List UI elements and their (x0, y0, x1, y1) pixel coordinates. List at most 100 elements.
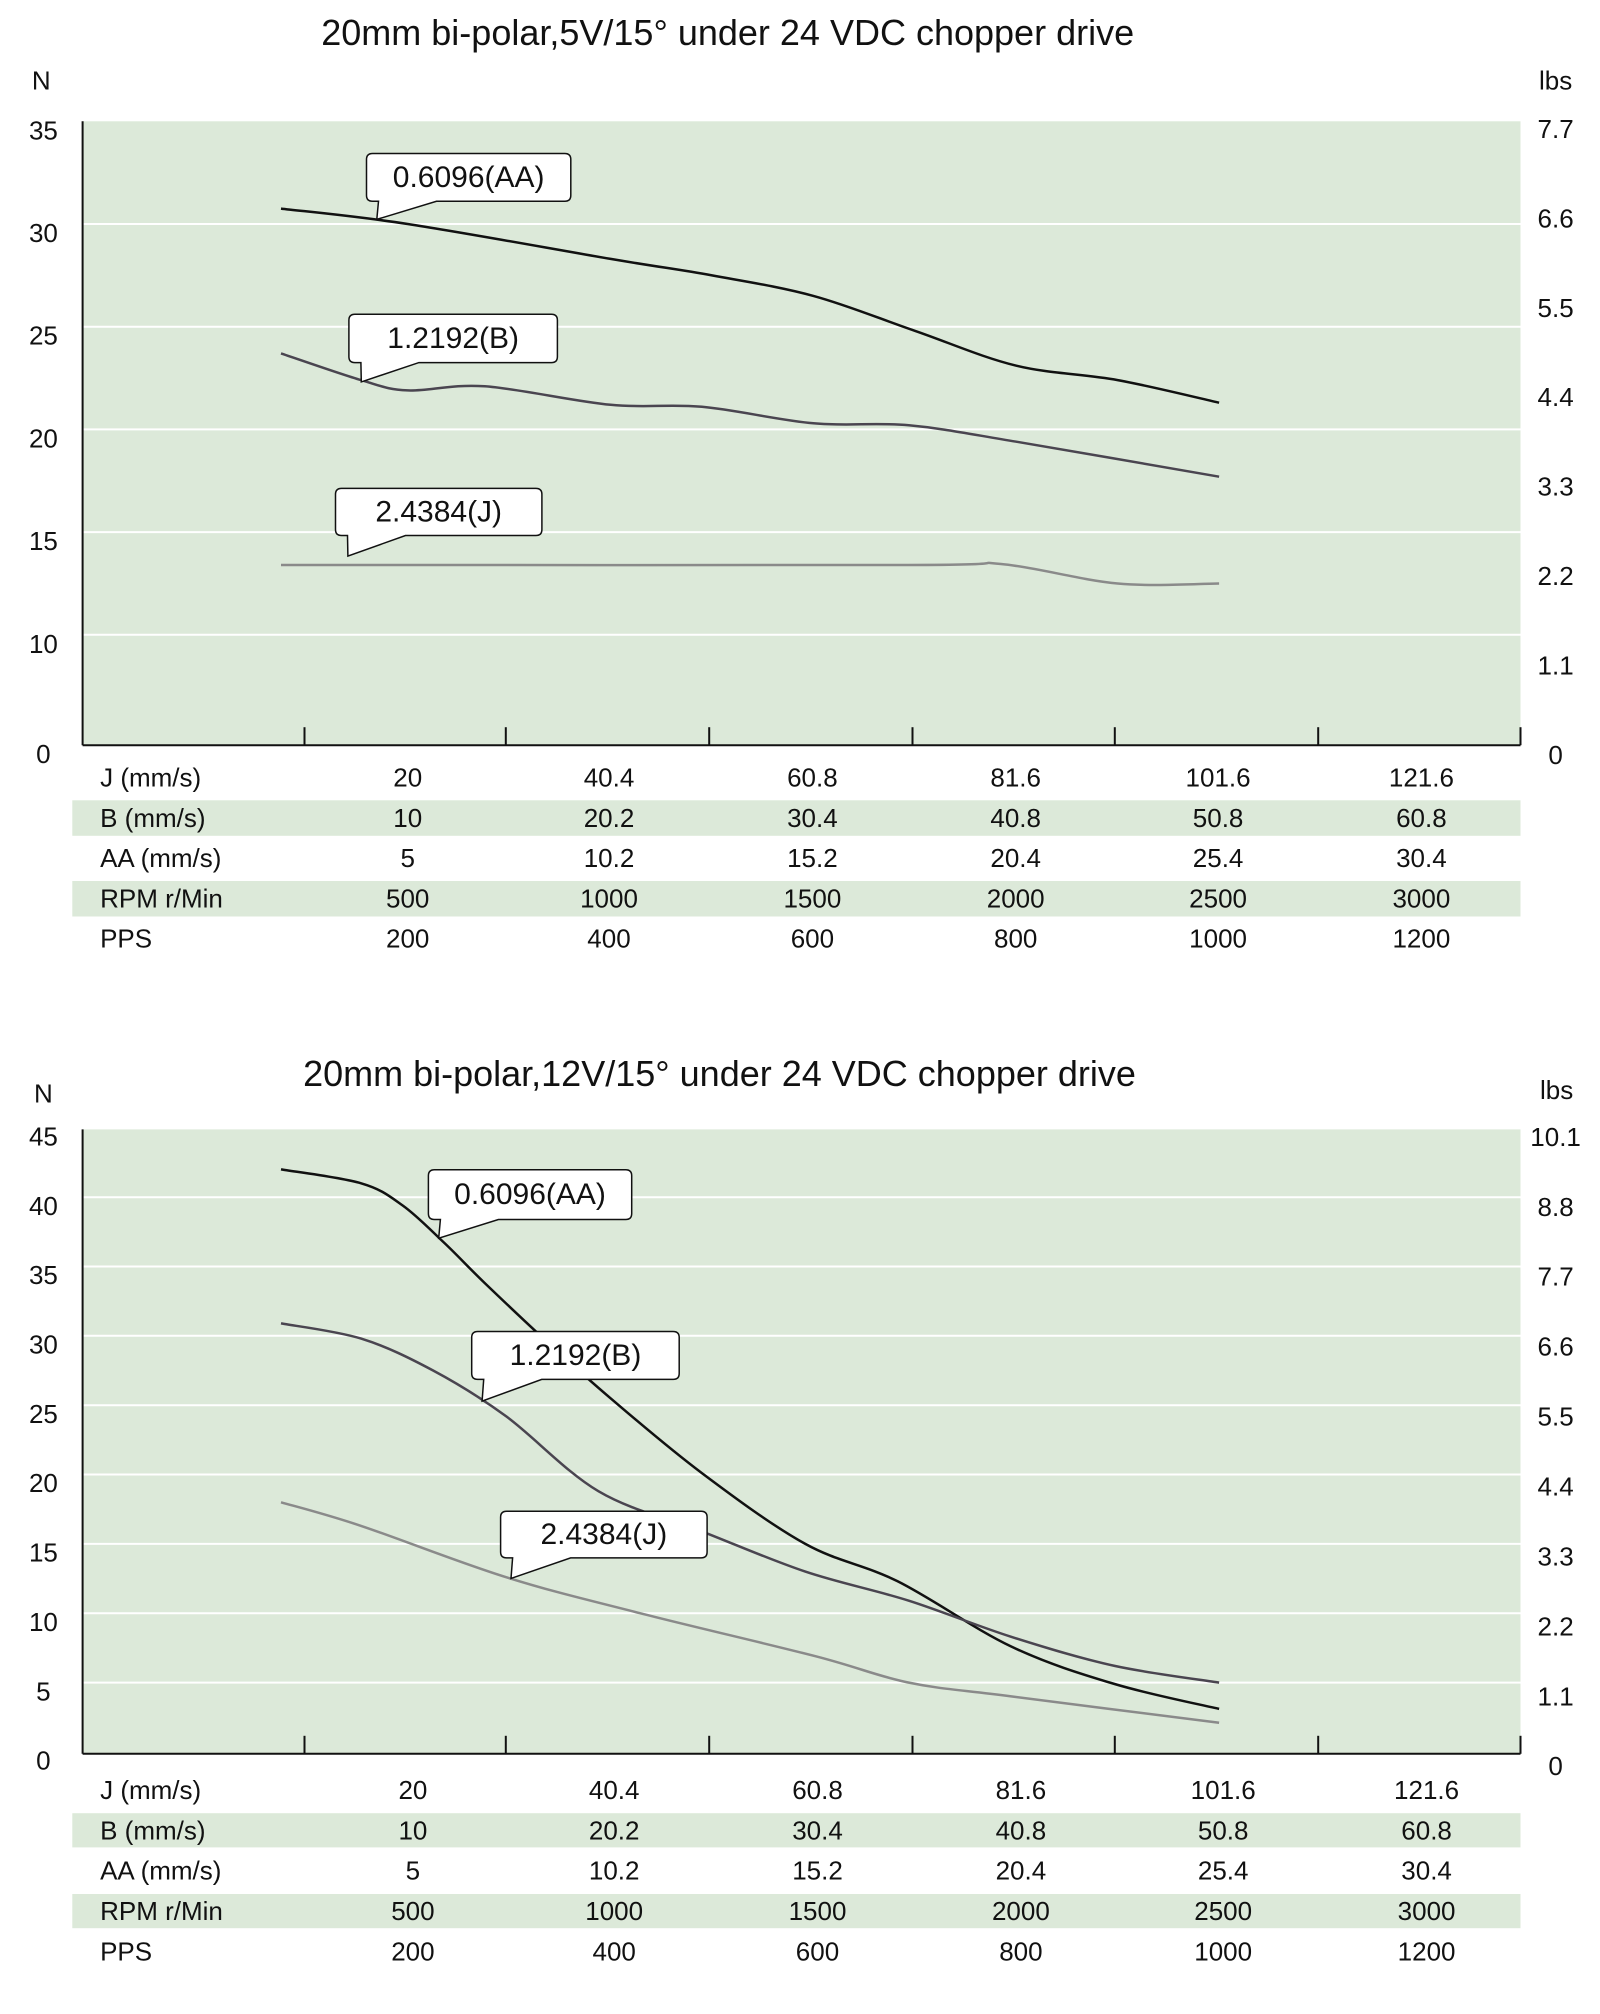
y-tick-label-left: 20 (29, 1468, 58, 1498)
y-tick-label-right: 4.4 (1538, 382, 1574, 412)
y-tick-label-left: 40 (29, 1191, 58, 1221)
table-cell: 20.2 (584, 803, 635, 833)
series-line-AA (280, 1168, 1220, 1711)
y-tick-label-left: 15 (29, 526, 58, 556)
series-line-AA (280, 207, 1220, 404)
y-tick-label-right: 7.7 (1538, 1262, 1574, 1292)
table-cell: 10 (393, 803, 422, 833)
table-cell: 50.8 (1193, 803, 1244, 833)
y-tick-label-right: 0 (1548, 740, 1562, 770)
y-tick-label-right: 1.1 (1538, 1681, 1574, 1711)
table-cell: 10 (398, 1815, 427, 1845)
chart-title: 20mm bi-polar,5V/15° under 24 VDC choppe… (321, 12, 1134, 53)
table-cell: 101.6 (1186, 762, 1251, 792)
table-cell: 20.4 (996, 1856, 1047, 1886)
y-tick-label-right: 10.1 (1530, 1122, 1581, 1152)
table-cell: 3000 (1392, 884, 1450, 914)
table-cell: 50.8 (1198, 1815, 1249, 1845)
table-cell: 500 (386, 884, 429, 914)
table-cell: 30.4 (1396, 843, 1447, 873)
y-tick-label-left: 45 (29, 1122, 58, 1152)
y-axis-label-right: lbs (1540, 1075, 1573, 1105)
table-cell: 10.2 (584, 843, 635, 873)
table-cell: 101.6 (1191, 1775, 1256, 1805)
y-tick-label-left: 0 (36, 1746, 50, 1776)
table-cell: 2000 (987, 884, 1045, 914)
table-cell: 10.2 (589, 1856, 640, 1886)
y-tick-label-right: 0 (1548, 1751, 1562, 1781)
table-row-label: AA (mm/s) (100, 1856, 221, 1886)
table-cell: 20.2 (589, 1815, 640, 1845)
y-tick-label-left: 30 (29, 1330, 58, 1360)
y-tick-label-right: 4.4 (1538, 1472, 1574, 1502)
y-tick-label-right: 1.1 (1538, 650, 1574, 680)
chart-title: 20mm bi-polar,12V/15° under 24 VDC chopp… (303, 1053, 1136, 1094)
table-cell: 60.8 (787, 762, 838, 792)
series-label-B: 1.2192(B) (387, 322, 519, 355)
table-cell: 1000 (1189, 924, 1247, 954)
table-cell: 60.8 (1396, 803, 1447, 833)
table-cell: 1500 (789, 1896, 847, 1926)
table-cell: 30.4 (787, 803, 838, 833)
y-tick-label-right: 8.8 (1538, 1192, 1574, 1222)
table-row-label: PPS (100, 924, 152, 954)
table-cell: 40.8 (990, 803, 1041, 833)
table-cell: 400 (593, 1937, 636, 1964)
y-tick-label-left: 15 (29, 1538, 58, 1568)
y-tick-label-right: 6.6 (1538, 203, 1574, 233)
table-cell: 121.6 (1389, 762, 1454, 792)
table-cell: 1000 (580, 884, 638, 914)
table-row-label: B (mm/s) (100, 1815, 205, 1845)
table-cell: 200 (386, 924, 429, 954)
table-cell: 40.4 (589, 1775, 640, 1805)
table-cell: 1000 (1194, 1937, 1252, 1964)
plot-area (82, 121, 1521, 746)
table-cell: 800 (999, 1937, 1042, 1964)
y-tick-label-right: 3.3 (1538, 1541, 1574, 1571)
table-row-label: RPM r/Min (100, 1896, 223, 1926)
callout-box-AA (427, 1169, 633, 1240)
y-tick-label-left: 10 (29, 629, 58, 659)
series-line-J (280, 1501, 1220, 1725)
y-tick-label-right: 6.6 (1538, 1332, 1574, 1362)
series-label-AA: 0.6096(AA) (454, 1178, 606, 1211)
table-cell: 25.4 (1198, 1856, 1249, 1886)
callout-box-J (334, 487, 543, 558)
torque-chart-5v: 20mm bi-polar,5V/15° under 24 VDC choppe… (29, 12, 1574, 954)
y-tick-label-left: 30 (29, 218, 58, 248)
table-row-band (72, 800, 1521, 836)
table-cell: 25.4 (1193, 843, 1244, 873)
y-tick-label-right: 3.3 (1538, 472, 1574, 502)
table-row-label: J (mm/s) (100, 762, 201, 792)
table-row-label: AA (mm/s) (100, 843, 221, 873)
table-cell: 1200 (1398, 1937, 1456, 1964)
table-cell: 81.6 (996, 1775, 1047, 1805)
y-tick-label-left: 10 (29, 1607, 58, 1637)
series-line-B (280, 1322, 1220, 1684)
torque-chart-12v: 20mm bi-polar,12V/15° under 24 VDC chopp… (29, 1053, 1581, 1964)
series-line-J (280, 561, 1220, 587)
y-tick-label-left: 20 (29, 424, 58, 454)
table-cell: 20 (393, 762, 422, 792)
table-row-band (72, 1813, 1521, 1848)
table-cell: 5 (406, 1856, 420, 1886)
y-axis-label-left: N (32, 66, 51, 96)
y-tick-label-right: 5.5 (1538, 293, 1574, 323)
table-cell: 121.6 (1394, 1775, 1459, 1805)
table-cell: 500 (391, 1896, 434, 1926)
table-cell: 1000 (585, 1896, 643, 1926)
table-cell: 15.2 (792, 1856, 843, 1886)
table-cell: 2500 (1194, 1896, 1252, 1926)
series-label-B: 1.2192(B) (510, 1339, 642, 1372)
table-cell: 3000 (1398, 1896, 1456, 1926)
table-cell: 400 (587, 924, 630, 954)
y-tick-label-right: 2.2 (1538, 561, 1574, 591)
callout-box-B (348, 313, 559, 383)
y-tick-label-left: 5 (36, 1676, 50, 1706)
table-cell: 30.4 (792, 1815, 843, 1845)
y-tick-label-left: 25 (29, 321, 58, 351)
table-cell: 2500 (1189, 884, 1247, 914)
table-cell: 1500 (783, 884, 841, 914)
y-tick-label-left: 0 (36, 739, 50, 769)
y-tick-label-right: 5.5 (1538, 1402, 1574, 1432)
